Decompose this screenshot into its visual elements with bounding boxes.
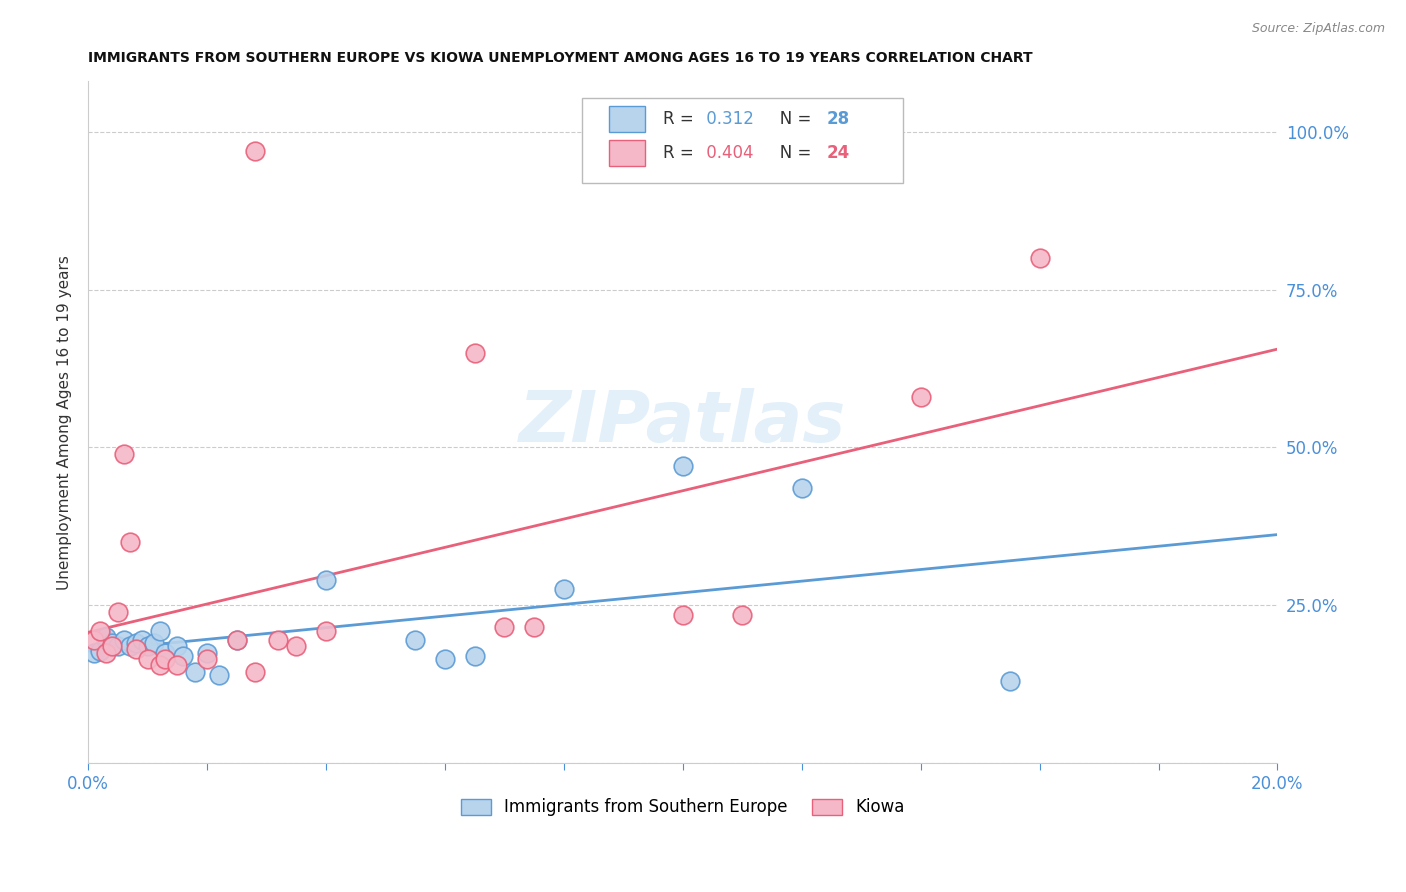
Point [790, 482, 813, 496]
Point [1028, 251, 1050, 265]
Point [142, 636, 165, 650]
Point [155, 652, 177, 666]
Text: N =: N = [763, 144, 817, 161]
Y-axis label: Unemployment Among Ages 16 to 19 years: Unemployment Among Ages 16 to 19 years [58, 255, 72, 590]
Point [464, 648, 486, 663]
Text: R =: R = [662, 144, 699, 161]
Point [107, 640, 129, 654]
Point [136, 652, 159, 666]
Point [243, 144, 266, 158]
Point [225, 632, 247, 647]
Point [125, 636, 148, 650]
Text: 24: 24 [827, 144, 851, 161]
Text: ZIPatlas: ZIPatlas [519, 388, 846, 457]
Point [131, 632, 153, 647]
Point [315, 624, 337, 638]
Legend: Immigrants from Southern Europe, Kiowa: Immigrants from Southern Europe, Kiowa [454, 792, 911, 823]
Point [184, 665, 207, 679]
Point [672, 607, 695, 622]
Point [553, 582, 575, 597]
Point [125, 642, 148, 657]
Point [731, 607, 754, 622]
Text: R =: R = [662, 110, 699, 128]
Point [107, 605, 129, 619]
Point [195, 652, 218, 666]
Point [494, 620, 516, 634]
Point [136, 640, 159, 654]
Point [112, 632, 135, 647]
Point [285, 640, 308, 654]
Text: N =: N = [763, 110, 817, 128]
FancyBboxPatch shape [609, 140, 645, 166]
Point [83, 632, 105, 647]
Text: Source: ZipAtlas.com: Source: ZipAtlas.com [1251, 22, 1385, 36]
Point [94, 646, 117, 660]
Point [94, 632, 117, 647]
Point [94, 630, 117, 644]
Point [172, 648, 194, 663]
Point [523, 620, 546, 634]
Point [118, 535, 141, 549]
FancyBboxPatch shape [582, 98, 903, 184]
Point [998, 673, 1021, 688]
Point [148, 658, 170, 673]
Point [101, 636, 124, 650]
Point [315, 573, 337, 587]
Point [89, 624, 111, 638]
Point [208, 667, 231, 681]
Point [404, 632, 426, 647]
Point [464, 345, 486, 359]
Point [118, 640, 141, 654]
Text: 0.312: 0.312 [700, 110, 754, 128]
Point [672, 459, 695, 474]
Point [433, 652, 456, 666]
Text: 0.404: 0.404 [700, 144, 754, 161]
Point [243, 665, 266, 679]
Text: IMMIGRANTS FROM SOUTHERN EUROPE VS KIOWA UNEMPLOYMENT AMONG AGES 16 TO 19 YEARS : IMMIGRANTS FROM SOUTHERN EUROPE VS KIOWA… [89, 51, 1033, 65]
Point [112, 447, 135, 461]
Point [89, 644, 111, 658]
Point [155, 646, 177, 660]
Text: 28: 28 [827, 110, 849, 128]
FancyBboxPatch shape [609, 105, 645, 132]
Point [83, 646, 105, 660]
Point [195, 646, 218, 660]
Point [267, 632, 290, 647]
Point [101, 640, 124, 654]
Point [166, 640, 188, 654]
Point [148, 624, 170, 638]
Point [225, 632, 247, 647]
Point [910, 390, 932, 404]
Point [166, 658, 188, 673]
